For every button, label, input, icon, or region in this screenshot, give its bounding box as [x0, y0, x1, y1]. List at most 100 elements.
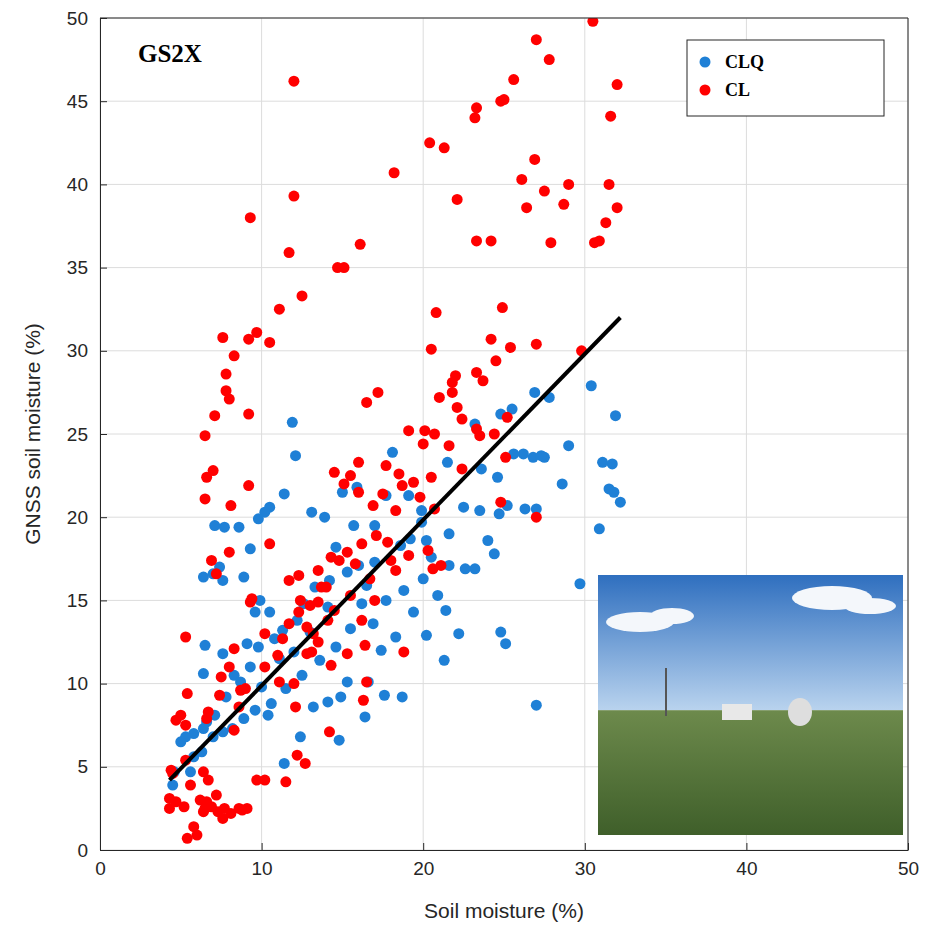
scatter-point: [594, 523, 605, 534]
photo-cloud: [650, 608, 694, 624]
scatter-point: [558, 199, 569, 210]
scatter-point: [209, 410, 220, 421]
scatter-point: [330, 542, 341, 553]
scatter-point: [444, 440, 455, 451]
grid-line-y: [100, 184, 908, 185]
scatter-point: [607, 458, 618, 469]
scatter-point: [368, 618, 379, 629]
scatter-point: [284, 247, 295, 258]
legend-label: CL: [725, 80, 750, 100]
scatter-point: [589, 237, 600, 248]
scatter-point: [426, 472, 437, 483]
scatter-point: [253, 641, 264, 652]
scatter-point: [243, 334, 254, 345]
scatter-point: [586, 380, 597, 391]
scatter-point: [214, 690, 225, 701]
scatter-point: [284, 618, 295, 629]
tick-mark: [423, 843, 424, 850]
scatter-point: [397, 691, 408, 702]
scatter-point: [444, 528, 455, 539]
scatter-point: [259, 628, 270, 639]
scatter-point: [563, 440, 574, 451]
scatter-point: [382, 537, 393, 548]
scatter-point: [182, 833, 193, 844]
scatter-point: [284, 575, 295, 586]
scatter-point: [397, 480, 408, 491]
grid-line-y: [100, 517, 908, 518]
scatter-point: [408, 477, 419, 488]
tick-mark: [100, 684, 107, 685]
scatter-point: [180, 720, 191, 731]
tick: 0: [77, 840, 107, 861]
photo-ground: [598, 710, 903, 835]
scatter-point: [439, 142, 450, 153]
scatter-point: [371, 530, 382, 541]
scatter-point: [416, 505, 427, 516]
tick-mark: [262, 843, 263, 850]
scatter-series: [167, 380, 626, 790]
scatter-point: [531, 512, 542, 523]
tick: 30: [575, 843, 596, 879]
scatter-point: [414, 492, 425, 503]
chart: 0102030405005101520253035404550Soil mois…: [0, 0, 929, 940]
scatter-point: [297, 670, 308, 681]
scatter-point: [279, 758, 290, 769]
scatter-point: [452, 194, 463, 205]
tick: 20: [67, 507, 107, 528]
scatter-point: [557, 478, 568, 489]
scatter-point: [494, 508, 505, 519]
tick: 10: [252, 843, 273, 879]
legend-marker: [700, 85, 711, 96]
scatter-point: [531, 700, 542, 711]
scatter-point: [600, 217, 611, 228]
scatter-point: [321, 582, 332, 593]
scatter-point: [489, 548, 500, 559]
scatter-point: [225, 500, 236, 511]
grid-line-y: [100, 850, 908, 851]
scatter-point: [376, 645, 387, 656]
tick-mark: [100, 268, 107, 269]
scatter-point: [188, 821, 199, 832]
scatter-point: [471, 235, 482, 246]
scatter-point: [369, 595, 380, 606]
scatter-point: [208, 465, 219, 476]
scatter-point: [356, 598, 367, 609]
scatter-point: [200, 640, 211, 651]
scatter-point: [393, 468, 404, 479]
tick-mark: [746, 843, 747, 850]
scatter-point: [353, 487, 364, 498]
scatter-point: [242, 638, 253, 649]
scatter-point: [195, 795, 206, 806]
scatter-point: [531, 339, 542, 350]
scatter-point: [355, 239, 366, 250]
scatter-point: [216, 671, 227, 682]
scatter-point: [389, 167, 400, 178]
scatter-point: [390, 565, 401, 576]
scatter-point: [516, 174, 527, 185]
scatter-point: [330, 641, 341, 652]
scatter-point: [319, 512, 330, 523]
scatter-point: [539, 186, 550, 197]
scatter-point: [293, 607, 304, 618]
scatter-point: [203, 706, 214, 717]
scatter-point: [356, 538, 367, 549]
scatter-point: [264, 337, 275, 348]
inset-photo: [598, 575, 903, 835]
scatter-point: [458, 502, 469, 513]
scatter-point: [435, 560, 446, 571]
scatter-point: [490, 355, 501, 366]
grid-line-y: [100, 267, 908, 268]
scatter-point: [403, 490, 414, 501]
scatter-point: [495, 497, 506, 508]
scatter-point: [398, 585, 409, 596]
scatter-point: [605, 111, 616, 122]
tick-mark: [585, 843, 586, 850]
scatter-point: [531, 34, 542, 45]
scatter-point: [350, 558, 361, 569]
scatter-point: [297, 290, 308, 301]
photo-sky: [598, 575, 903, 710]
scatter-point: [229, 350, 240, 361]
tick-label: 45: [67, 91, 88, 112]
scatter-point: [360, 640, 371, 651]
tick-label: 10: [252, 858, 273, 879]
